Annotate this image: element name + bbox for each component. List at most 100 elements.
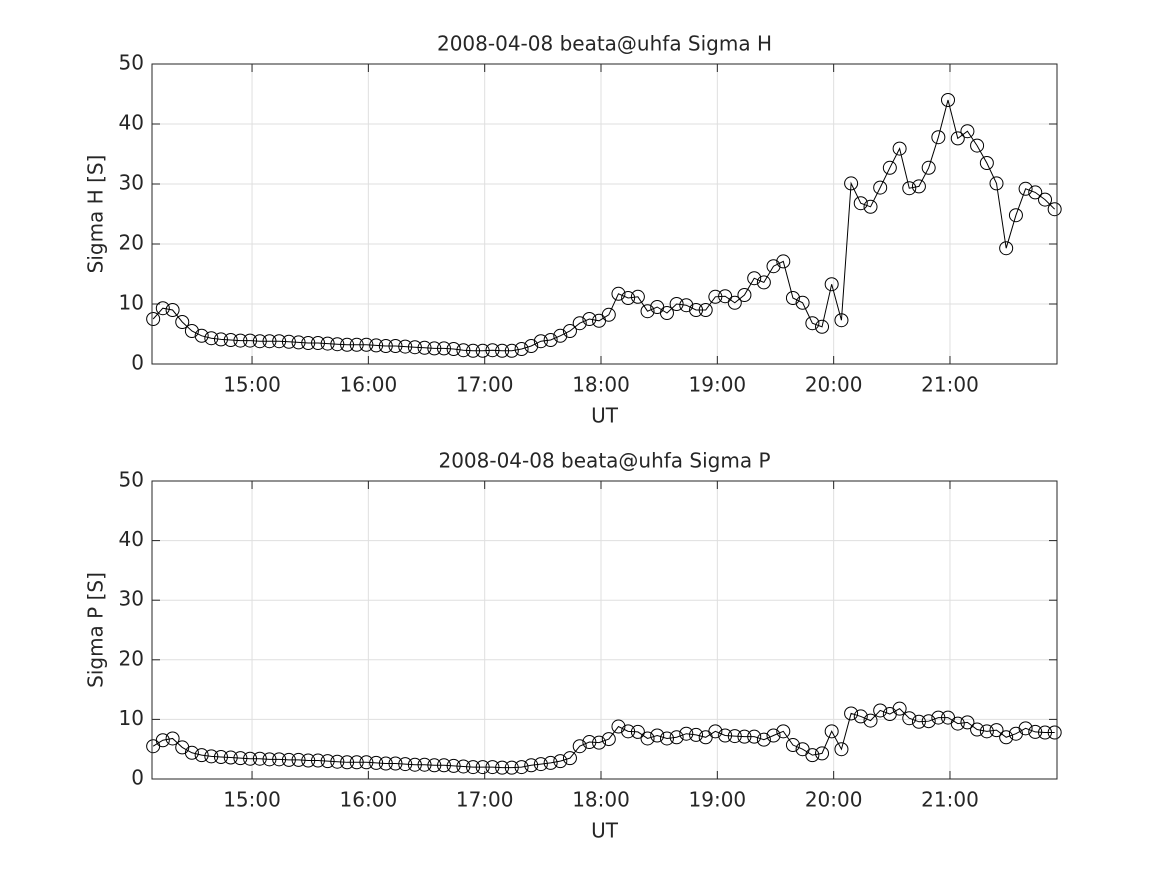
data-marker [165,731,180,746]
data-marker [359,755,374,770]
data-marker [611,286,626,301]
data-marker [436,341,451,356]
data-marker [562,324,577,338]
data-marker [863,199,878,214]
data-marker [301,336,316,350]
data-marker [863,713,878,728]
data-marker [999,730,1014,745]
data-marker [979,156,994,170]
x-tick-label: 20:00 [805,373,863,397]
data-marker [417,340,432,355]
data-marker [989,723,1004,738]
data-marker [262,752,277,767]
data-marker [446,758,461,773]
data-marker [281,752,296,767]
data-marker [378,756,393,771]
y-axis-label: Sigma P [S] [84,572,108,688]
data-marker [892,701,907,716]
y-axis-label: Sigma H [S] [84,155,108,274]
data-marker [844,176,859,191]
data-marker [485,760,500,775]
data-marker [213,332,228,347]
data-marker [504,343,519,358]
data-marker [320,336,335,351]
data-marker [475,343,490,358]
data-marker [911,714,926,729]
x-axis-label: UT [591,404,619,428]
data-marker [407,340,422,355]
data-marker [572,739,587,754]
data-marker [495,343,510,358]
data-marker [659,731,674,746]
data-marker [262,334,277,349]
data-marker [805,748,820,763]
data-marker [310,753,325,768]
data-marker [272,334,287,349]
data-marker [417,757,432,772]
data-marker [436,758,451,773]
data-marker [475,760,490,775]
data-marker [921,160,936,175]
y-tick-label: 50 [119,468,144,492]
data-marker [1038,725,1053,740]
data-marker [785,291,800,305]
data-marker [853,196,868,211]
data-marker [524,339,539,353]
y-tick-label: 20 [119,646,144,670]
data-marker [689,727,704,742]
data-marker [456,759,471,774]
data-marker [737,288,752,302]
data-marker [233,751,248,766]
data-marker [853,709,868,724]
data-marker [243,751,258,766]
data-marker [873,180,888,195]
data-marker [388,756,403,771]
x-tick-label: 20:00 [805,788,863,812]
data-marker [727,295,742,310]
data-marker [398,757,413,772]
y-tick-label: 30 [119,171,144,195]
data-marker [640,731,655,746]
data-marker [310,336,325,350]
x-axis-label: UT [591,819,619,843]
data-marker [941,93,956,107]
data-marker [630,724,645,739]
data-marker [155,733,170,748]
data-marker [669,730,684,745]
data-marker [766,259,781,274]
y-tick-label: 20 [119,231,144,255]
data-marker [582,312,597,326]
data-marker [369,755,384,770]
data-marker [223,333,238,347]
data-marker [766,728,781,743]
data-marker [815,746,830,761]
data-marker [659,306,674,320]
data-marker [504,760,519,775]
data-marker [834,313,849,328]
data-marker [524,758,539,773]
data-marker [223,750,238,765]
data-marker [824,277,839,292]
data-marker [640,304,655,319]
data-marker [795,295,810,310]
data-marker [155,301,170,316]
data-marker [349,337,364,352]
data-marker [950,131,965,146]
y-tick-label: 40 [119,527,144,551]
data-marker [378,339,393,353]
data-marker [1018,721,1033,736]
data-marker [194,328,209,343]
data-marker [533,757,548,772]
data-marker [970,138,985,153]
data-marker [272,752,287,767]
data-marker [1018,181,1033,196]
x-tick-label: 17:00 [456,788,514,812]
y-tick-label: 50 [119,51,144,75]
data-marker [330,337,345,352]
data-marker [514,760,529,775]
data-marker [824,724,839,739]
data-marker [882,160,897,175]
data-marker [689,303,704,317]
data-marker [601,732,616,747]
